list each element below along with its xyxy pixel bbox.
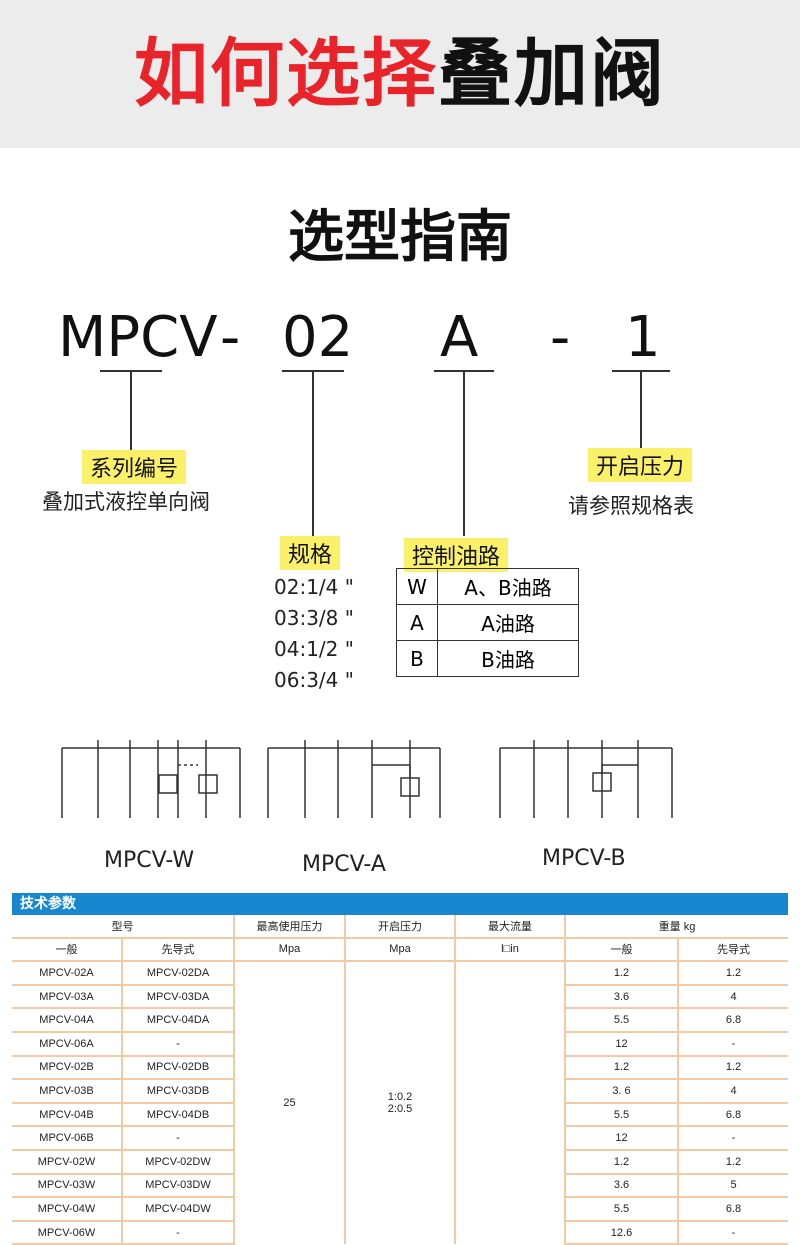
divider (312, 370, 314, 536)
table-row: MPCV-02B MPCV-02DB 1.2 1.2 (12, 1055, 788, 1081)
control-tag: 控制油路 (404, 538, 509, 572)
table-row: MPCV-03A MPCV-03DA 3.6 4 (12, 984, 788, 1010)
table-row: MPCV-02A MPCV-02DA 25 1:0.2 2:0.5 1.2 1.2 (12, 961, 788, 1245)
symbol-w (61, 740, 241, 818)
symbol-b (499, 740, 673, 818)
table-row: MPCV-03W MPCV-03DW 3.6 5 (12, 1173, 788, 1199)
size-tag: 规格 (280, 536, 341, 570)
code-dash: - (220, 305, 241, 370)
code-dash: - (550, 305, 571, 370)
hydraulic-symbols (61, 740, 673, 818)
table-row: MPCV-06A -12- (12, 1031, 788, 1057)
max-flow (455, 961, 566, 1245)
table-row: MPCV-04B MPCV-04DB 5.5 6.8 (12, 1102, 788, 1128)
control-table: W A、B油路 A A油路 B B油路 (396, 568, 579, 677)
size-list: 02:1/4 " 03:3/8 " 04:1/2 " 06:3/4 " (274, 575, 354, 692)
code-series: MPCV (58, 305, 218, 370)
code-port: A (440, 305, 479, 370)
spec-table: 型号 最高使用压力 开启压力 最大流量 重量 kg 一般 先导式 Mpa Mpa l□in 一般先… (12, 915, 788, 1245)
series-tag: 系列编号 (82, 450, 187, 484)
table-row: MPCV-06B -12- (12, 1126, 788, 1151)
table-row: MPCV-04W MPCV-04DW 5.5 6.8 (12, 1197, 788, 1222)
spec-table-panel: 技术参数 型号 最高使用压力 开启压力 最大流量 重量 kg 一般 先导式 Mpa Mpa l□… (12, 893, 788, 1245)
symbol-label: MPCV-W (104, 848, 195, 873)
series-desc: 叠加式液控单向阀 (42, 490, 210, 514)
code-size: 02 (282, 305, 354, 370)
page-title: 如何选择叠加阀 (134, 31, 666, 117)
divider (130, 370, 132, 450)
code-pressure: 1 (625, 305, 661, 370)
divider (640, 370, 642, 450)
divider (463, 370, 465, 536)
pressure-desc: 请参照规格表 (568, 494, 694, 518)
crack-pressure: 1:0.2 2:0.5 (345, 961, 456, 1245)
symbol-label: MPCV-B (542, 846, 626, 871)
spec-table-title: 技术参数 (12, 893, 788, 915)
subtitle: 选型指南 (288, 205, 512, 270)
symbol-label: MPCV-A (302, 852, 386, 877)
table-row: MPCV-04A MPCV-04DA 5.5 6.8 (12, 1008, 788, 1033)
table-row: MPCV-02W MPCV-02DW 1.2 1.2 (12, 1149, 788, 1175)
title-banner: 如何选择叠加阀 (0, 0, 800, 148)
pressure-tag: 开启压力 (588, 448, 693, 482)
symbol-a (267, 740, 441, 818)
